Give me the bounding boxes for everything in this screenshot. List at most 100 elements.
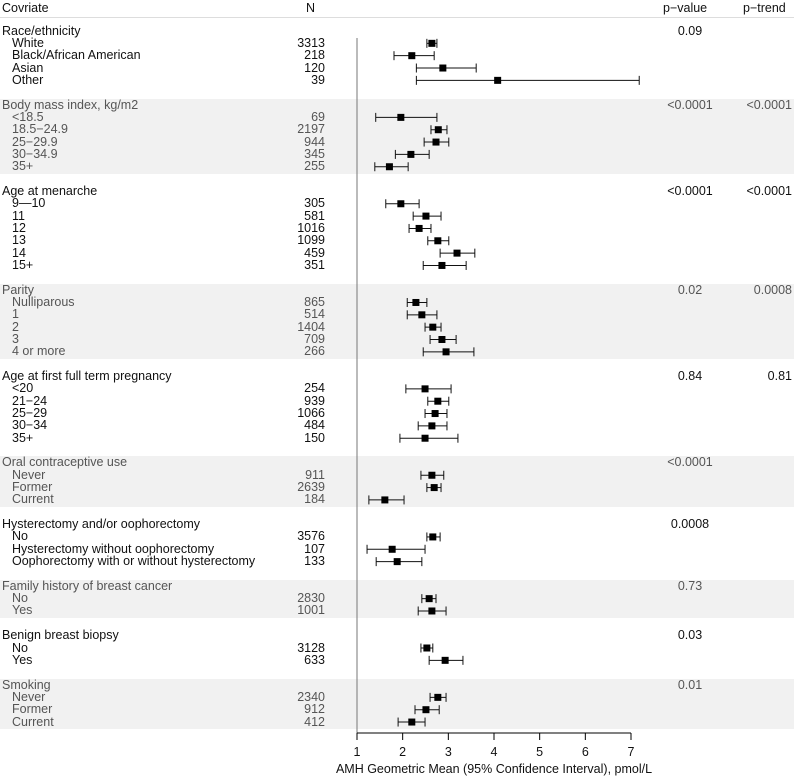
p-trend: 0.81	[767, 369, 792, 384]
item-n: 912	[304, 702, 325, 717]
item-label: Current	[12, 492, 54, 507]
item-label: <18.5	[12, 109, 44, 124]
p-value: 0.0008	[670, 517, 710, 532]
point-estimate	[393, 558, 401, 566]
n-header: N	[306, 1, 316, 15]
item-label: 35+	[12, 159, 34, 174]
item-n: 3128	[297, 640, 325, 655]
x-axis-title: AMH Geometric Mean (95% Confidence Inter…	[335, 762, 653, 776]
group-label: Age at first full term pregnancy	[2, 369, 172, 384]
group-band	[0, 579, 794, 618]
item-n: 345	[304, 146, 325, 161]
item-n: 709	[304, 332, 325, 346]
point-estimate	[430, 484, 438, 492]
group-band	[0, 283, 794, 359]
point-estimate	[418, 311, 426, 319]
point-estimate	[422, 212, 430, 220]
point-estimate	[441, 656, 449, 664]
p-trend: <0.0001	[746, 97, 792, 112]
group-label: Race/ethnicity	[2, 23, 81, 38]
point-estimate	[408, 718, 416, 726]
p-value: 0.01	[677, 677, 703, 692]
item-label: Never	[12, 689, 46, 704]
item-label: Former	[12, 480, 53, 495]
point-estimate	[494, 76, 502, 84]
item-label: 9—10	[12, 196, 46, 211]
point-estimate	[434, 397, 442, 405]
item-label: 30−34	[12, 418, 48, 433]
point-estimate	[397, 200, 405, 208]
item-n: 911	[305, 467, 325, 482]
point-estimate	[439, 64, 447, 72]
item-label: 15+	[12, 257, 34, 272]
point-estimate	[428, 39, 436, 47]
group-label: Age at menarche	[2, 183, 98, 198]
p-trend: <0.0001	[746, 183, 792, 198]
point-estimate	[429, 533, 437, 541]
item-n: 120	[304, 60, 325, 75]
point-estimate	[408, 52, 416, 60]
point-estimate	[429, 323, 437, 331]
item-n: 1016	[297, 220, 325, 235]
x-tick-label: 3	[444, 745, 452, 759]
p-value: 0.02	[677, 282, 703, 297]
item-n: 2197	[297, 122, 325, 137]
p-value: <0.0001	[667, 455, 713, 470]
item-label: <20	[12, 381, 34, 396]
item-label: 14	[12, 245, 26, 260]
item-n: 69	[311, 109, 325, 124]
item-label: White	[12, 35, 44, 50]
item-label: 12	[12, 220, 26, 235]
point-estimate	[425, 595, 433, 603]
group-band	[0, 98, 794, 174]
item-label: Other	[12, 72, 44, 87]
x-tick-label: 5	[536, 745, 544, 759]
item-label: Current	[12, 714, 54, 729]
p-value: <0.0001	[667, 97, 713, 112]
point-estimate	[421, 434, 429, 442]
item-n: 514	[304, 307, 325, 322]
point-estimate	[421, 385, 429, 393]
item-n: 255	[304, 159, 325, 174]
item-n: 254	[304, 381, 325, 396]
point-estimate	[434, 237, 442, 245]
x-tick-label: 7	[627, 745, 635, 759]
p-value: 0.84	[677, 369, 703, 384]
p-value-header: p−value	[663, 1, 708, 15]
group-band	[0, 456, 794, 507]
p-value: <0.0001	[667, 183, 713, 198]
group-band	[0, 678, 794, 729]
p-value: 0.09	[677, 23, 703, 38]
item-n: 1404	[297, 319, 325, 334]
item-label: Nulliparous	[12, 294, 75, 309]
point-estimate	[423, 644, 431, 652]
point-estimate	[388, 545, 396, 553]
x-tick-label: 4	[490, 745, 498, 759]
x-tick-label: 6	[581, 745, 589, 759]
item-n: 2639	[297, 480, 325, 495]
point-estimate	[432, 138, 440, 146]
point-estimate	[407, 150, 415, 158]
point-estimate	[434, 693, 442, 701]
item-label: Never	[12, 467, 46, 482]
item-n: 2340	[297, 689, 325, 704]
item-n: 266	[304, 344, 325, 359]
item-n: 944	[304, 134, 325, 149]
covariate-header: Covriate	[2, 1, 49, 15]
point-estimate	[453, 249, 461, 257]
item-n: 3576	[297, 529, 325, 544]
point-estimate	[438, 261, 446, 269]
item-label: Asian	[12, 60, 44, 75]
item-n: 3313	[297, 35, 325, 50]
item-label: Black/African American	[12, 48, 141, 63]
item-label: 35+	[12, 430, 34, 445]
item-label: Oophorectomy with or without hysterectom…	[12, 554, 256, 569]
item-n: 218	[304, 48, 325, 63]
item-label: 1	[12, 307, 19, 322]
x-tick-label: 2	[399, 745, 407, 759]
item-n: 39	[311, 72, 325, 87]
x-tick-label: 1	[353, 745, 361, 759]
item-n: 939	[304, 393, 325, 408]
